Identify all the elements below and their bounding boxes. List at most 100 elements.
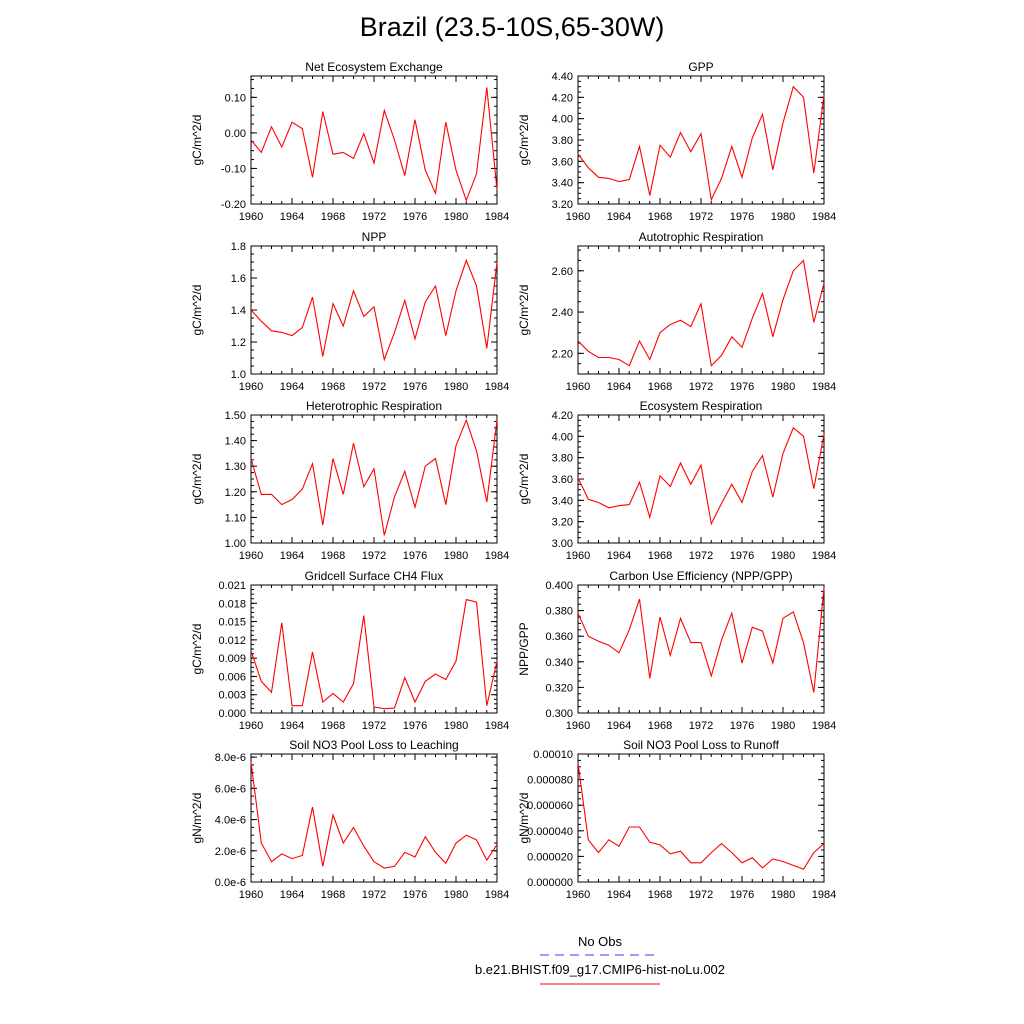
- panel-1: 1960 1964 1968 1972 1976 1980 1984 -0.20 -0.10 0.…: [190, 60, 509, 223]
- x-tick-label: 1968: [648, 720, 672, 732]
- y-tick-label: 4.00: [552, 431, 573, 443]
- y-tick-label: 0.018: [218, 598, 246, 610]
- plot-frame: [250, 245, 498, 375]
- x-tick-label: 1968: [648, 211, 672, 223]
- panel-3: 1960 1964 1968 1972 1976 1980 1984 1.0 1.2 1.4 1.6…: [190, 230, 509, 393]
- y-tick-label: 2.20: [552, 348, 573, 360]
- x-tick-label: 1960: [566, 211, 590, 223]
- y-tick-label: 4.20: [552, 410, 573, 422]
- panel-title: Ecosystem Respiration: [640, 399, 763, 413]
- y-tick-label: 0.10: [225, 92, 246, 104]
- y-axis-label: gC/m^2/d: [517, 285, 531, 336]
- x-tick-label: 1968: [648, 381, 672, 393]
- y-tick-label: 3.20: [552, 517, 573, 529]
- y-tick-label: 0.300: [545, 708, 573, 720]
- y-axis-label: gC/m^2/d: [517, 454, 531, 505]
- x-tick-label: 1972: [362, 889, 386, 901]
- x-tick-label: 1972: [689, 381, 713, 393]
- y-tick-label: 0.340: [545, 657, 573, 669]
- y-tick-label: 1.10: [225, 512, 246, 524]
- y-tick-label: -0.20: [221, 199, 246, 211]
- panel-4: 1960 1964 1968 1972 1976 1980 1984 2.20 2.40 2.60…: [517, 230, 836, 393]
- y-axis-label: gC/m^2/d: [190, 285, 204, 336]
- y-tick-label: 1.30: [225, 461, 246, 473]
- y-tick-label: 0.009: [218, 653, 246, 665]
- panel-2: 1960 1964 1968 1972 1976 1980 1984 3.20 3.40 3.60…: [517, 60, 836, 223]
- x-tick-label: 1980: [444, 889, 468, 901]
- y-tick-label: 3.60: [552, 474, 573, 486]
- x-tick-label: 1984: [485, 720, 509, 732]
- x-tick-label: 1984: [812, 381, 836, 393]
- legend-obs-label: No Obs: [577, 934, 623, 949]
- y-tick-label: 0.000060: [527, 800, 573, 812]
- x-tick-label: 1964: [607, 889, 631, 901]
- y-axis-label: gC/m^2/d: [190, 624, 204, 675]
- x-tick-label: 1976: [730, 211, 754, 223]
- y-tick-label: 0.021: [218, 580, 246, 592]
- y-axis-label: gC/m^2/d: [517, 115, 531, 166]
- y-tick-label: 0.015: [218, 617, 246, 629]
- panel-title: Autotrophic Respiration: [639, 230, 764, 244]
- panel-title: Soil NO3 Pool Loss to Leaching: [289, 738, 458, 752]
- x-tick-label: 1980: [771, 211, 795, 223]
- y-tick-label: 0.00010: [533, 749, 573, 761]
- series-line: [577, 587, 825, 693]
- x-tick-label: 1976: [403, 889, 427, 901]
- plot-frame: [250, 584, 498, 714]
- y-tick-label: 0.000: [218, 708, 246, 720]
- y-tick-label: 2.40: [552, 307, 573, 319]
- x-tick-label: 1984: [812, 889, 836, 901]
- x-tick-label: 1972: [689, 889, 713, 901]
- y-tick-label: 3.40: [552, 495, 573, 507]
- plot-frame: [577, 75, 825, 205]
- y-tick-label: 0.360: [545, 631, 573, 643]
- y-tick-label: -0.10: [221, 163, 246, 175]
- x-tick-label: 1964: [280, 889, 304, 901]
- y-tick-label: 0.00: [225, 128, 246, 140]
- x-tick-label: 1960: [566, 550, 590, 562]
- y-tick-label: 3.80: [552, 453, 573, 465]
- x-tick-label: 1972: [689, 720, 713, 732]
- x-tick-label: 1964: [607, 550, 631, 562]
- y-tick-label: 1.2: [231, 337, 246, 349]
- y-tick-label: 0.400: [545, 580, 573, 592]
- panel-title: Carbon Use Efficiency (NPP/GPP): [609, 569, 792, 583]
- x-tick-label: 1964: [280, 720, 304, 732]
- x-tick-label: 1964: [280, 381, 304, 393]
- y-tick-label: 1.8: [231, 241, 246, 253]
- panel-5: 1960 1964 1968 1972 1976 1980 1984 1.00 1.10 1.20…: [190, 399, 509, 562]
- y-tick-label: 4.00: [552, 114, 573, 126]
- panel-8: 1960 1964 1968 1972 1976 1980 1984 0.300 0.320 0.…: [517, 569, 836, 732]
- panel-title: Soil NO3 Pool Loss to Runoff: [623, 738, 780, 752]
- x-tick-label: 1976: [730, 550, 754, 562]
- x-tick-label: 1964: [607, 211, 631, 223]
- x-tick-label: 1960: [566, 381, 590, 393]
- series-line: [250, 258, 498, 362]
- plot-frame: [577, 245, 825, 375]
- y-tick-label: 3.80: [552, 135, 573, 147]
- x-tick-label: 1984: [485, 211, 509, 223]
- x-tick-label: 1980: [771, 381, 795, 393]
- x-tick-label: 1972: [689, 211, 713, 223]
- y-axis-label: gC/m^2/d: [190, 115, 204, 166]
- y-tick-label: 0.006: [218, 671, 246, 683]
- y-tick-label: 1.50: [225, 410, 246, 422]
- x-tick-label: 1972: [362, 211, 386, 223]
- y-tick-label: 1.0: [231, 369, 246, 381]
- plot-frame: [250, 75, 498, 205]
- x-tick-label: 1984: [485, 550, 509, 562]
- x-tick-label: 1976: [403, 720, 427, 732]
- panel-title: Net Ecosystem Exchange: [305, 60, 443, 74]
- plot-frame: [250, 753, 498, 883]
- x-tick-label: 1980: [771, 889, 795, 901]
- x-tick-label: 1960: [239, 381, 263, 393]
- panel-title: Gridcell Surface CH4 Flux: [305, 569, 444, 583]
- y-tick-label: 4.40: [552, 71, 573, 83]
- y-tick-label: 1.00: [225, 538, 246, 550]
- x-tick-label: 1972: [362, 381, 386, 393]
- x-tick-label: 1968: [648, 889, 672, 901]
- y-tick-label: 2.0e-6: [215, 846, 246, 858]
- panel-7: 1960 1964 1968 1972 1976 1980 1984 0.000 0.003 0.…: [190, 569, 509, 732]
- x-tick-label: 1984: [812, 211, 836, 223]
- plot-frame: [577, 584, 825, 714]
